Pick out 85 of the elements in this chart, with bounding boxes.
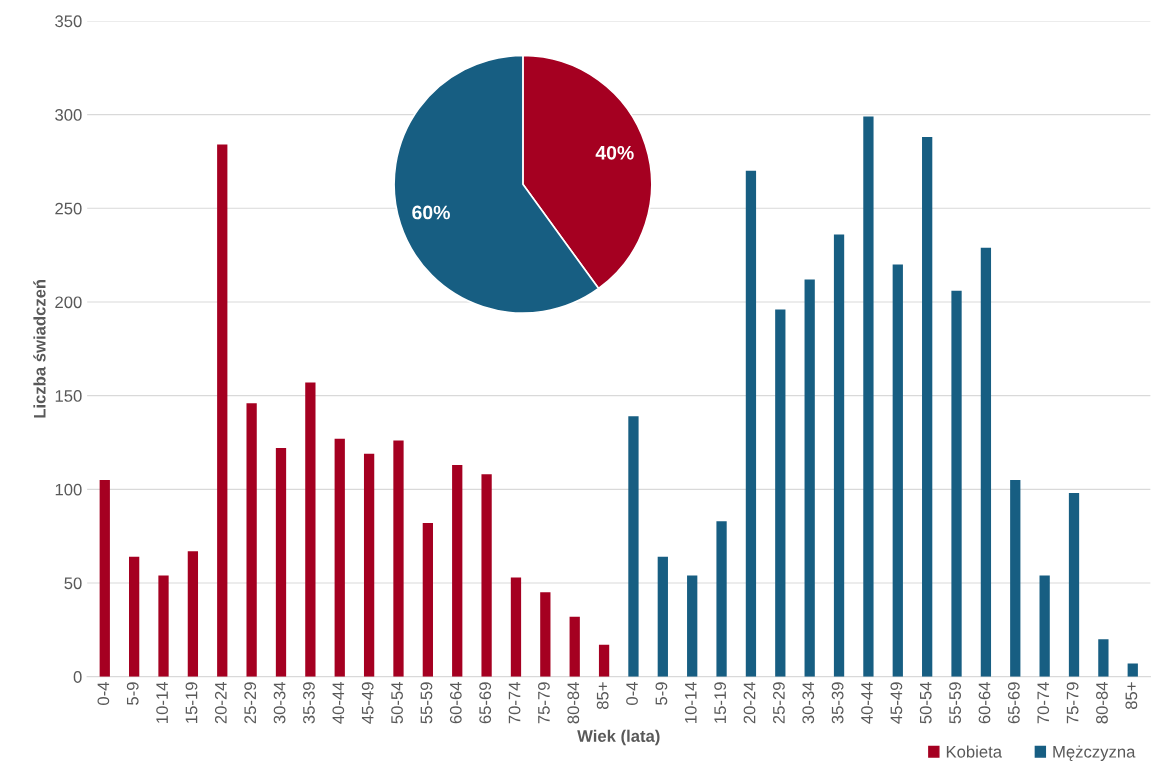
x-tick-label: 75-79 <box>538 682 550 724</box>
x-tick-label: 65-69 <box>1007 682 1020 724</box>
bar <box>1039 575 1050 677</box>
legend-label: Kobieta <box>946 745 1003 758</box>
legend-label: Mężczyzna <box>1053 745 1136 761</box>
bar <box>716 521 727 677</box>
x-tick-label: 85+ <box>596 682 609 710</box>
x-tick-label: 40-44 <box>332 682 345 724</box>
bar <box>745 170 757 677</box>
x-tick-label: 10-14 <box>156 682 168 723</box>
x-tick-label: 20-24 <box>743 682 756 724</box>
x-tick-label: 20-24 <box>214 682 227 724</box>
bar <box>569 616 580 677</box>
x-tick-label: 50-54 <box>391 682 403 724</box>
x-tick-label: 50-54 <box>919 682 932 724</box>
x-tick-label: 70-74 <box>508 682 521 724</box>
x-tick-label: 85+ <box>1125 682 1138 710</box>
x-axis-title: Wiek (lata) <box>577 729 660 746</box>
y-axis-title: Liczba świadczeń <box>33 279 46 418</box>
x-tick-label: 45-49 <box>361 682 374 724</box>
x-tick-label: 60-64 <box>449 682 462 724</box>
bar <box>452 464 463 677</box>
y-tick-label: 200 <box>55 296 82 309</box>
bar <box>422 523 433 677</box>
bar <box>246 403 257 677</box>
data-label: 40% <box>595 145 634 160</box>
bar <box>99 479 110 677</box>
x-tick-label: 55-59 <box>420 682 433 724</box>
bar <box>393 440 404 677</box>
bar <box>951 290 962 677</box>
x-tick-label: 30-34 <box>273 682 286 724</box>
bar <box>217 144 228 677</box>
x-tick-label: 15-19 <box>714 682 727 723</box>
y-tick-label: 50 <box>64 577 82 590</box>
bar <box>1068 493 1080 677</box>
x-tick-label: 70-74 <box>1037 682 1050 724</box>
x-tick-label: 45-49 <box>890 682 903 724</box>
y-tick-label: 100 <box>55 483 82 496</box>
bar <box>129 556 140 677</box>
bar <box>775 309 786 677</box>
x-tick-label: 40-44 <box>861 682 873 724</box>
x-tick-label: 0-4 <box>97 682 110 705</box>
bar <box>305 382 316 677</box>
bar <box>540 592 551 677</box>
bar <box>363 453 375 677</box>
x-tick-label: 55-59 <box>949 682 962 724</box>
bar <box>892 264 903 677</box>
bar <box>922 137 933 677</box>
bar <box>158 575 169 677</box>
x-tick-label: 35-39 <box>831 682 844 724</box>
bar <box>628 416 639 677</box>
bar <box>275 448 287 677</box>
bar <box>510 577 522 677</box>
bar <box>687 575 698 677</box>
bar <box>1098 639 1109 677</box>
bar <box>334 438 345 677</box>
x-tick-label: 75-79 <box>1066 682 1079 724</box>
bar <box>598 644 610 677</box>
bar <box>1010 479 1021 677</box>
y-tick-label: 350 <box>55 15 82 28</box>
bar <box>980 247 992 677</box>
x-tick-label: 65-69 <box>479 682 492 724</box>
x-tick-label: 25-29 <box>244 682 257 724</box>
x-tick-label: 30-34 <box>802 682 815 724</box>
x-tick-label: 0-4 <box>626 682 638 705</box>
y-tick-label: 250 <box>55 202 82 215</box>
x-tick-label: 5-9 <box>655 682 668 705</box>
bar <box>481 474 492 677</box>
y-tick-label: 150 <box>55 390 82 402</box>
x-tick-label: 10-14 <box>684 682 697 723</box>
data-label: 60% <box>412 205 450 220</box>
x-tick-label: 5-9 <box>126 682 139 705</box>
x-tick-label: 25-29 <box>772 682 785 724</box>
x-tick-label: 80-84 <box>567 682 580 724</box>
bar <box>804 279 815 677</box>
x-tick-label: 15-19 <box>185 682 198 723</box>
y-tick-label: 300 <box>55 109 82 121</box>
x-tick-label: 60-64 <box>978 682 991 724</box>
bar <box>863 116 874 677</box>
x-tick-label: 35-39 <box>303 682 315 724</box>
bar <box>833 234 845 677</box>
bar <box>187 551 199 677</box>
bar <box>657 556 668 677</box>
x-tick-label: 80-84 <box>1096 682 1108 724</box>
y-tick-label: 0 <box>73 671 82 683</box>
